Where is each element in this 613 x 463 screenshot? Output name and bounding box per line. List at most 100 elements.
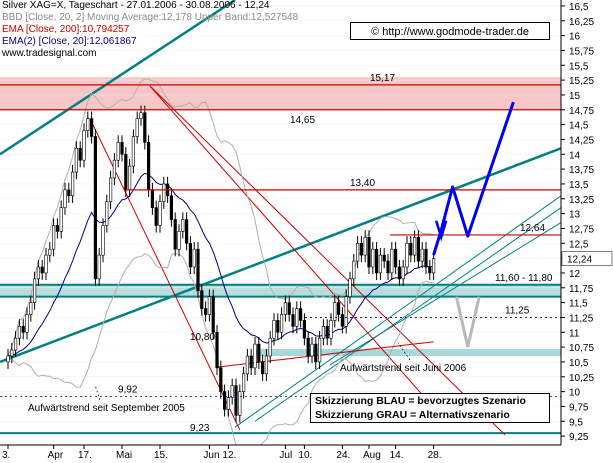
candle-body <box>325 326 329 339</box>
y-tick-label-23: 15 <box>569 91 581 102</box>
copyright-icon: © <box>371 26 380 38</box>
y-tick-label-2: 9,75 <box>569 402 589 413</box>
candle-body <box>188 242 193 268</box>
last-price-box <box>561 251 613 266</box>
candle-body <box>181 219 185 232</box>
candle-body <box>169 195 174 220</box>
downtrend-red-2 <box>149 85 431 404</box>
candle-body <box>10 349 14 357</box>
level-label-5: 11,25 <box>505 305 530 316</box>
candle-body <box>97 254 101 280</box>
y-tick-label-8: 11,25 <box>569 313 594 324</box>
candle-body <box>29 302 33 315</box>
candle-body <box>55 225 59 232</box>
candle-body <box>295 308 299 327</box>
levels-layer: 15,17 14,65 13,40 12,64 11,60 - 11,80 11,25 10… <box>0 73 561 434</box>
x-axis: 3. Apr 17. Mai 15. Jun 12. Jul 10. 24. Aug 14. 28. <box>2 445 442 461</box>
candle-body <box>128 165 132 191</box>
candle-body <box>6 355 10 363</box>
candle-body <box>147 142 151 191</box>
x-tick-label-12: 28. <box>428 450 442 461</box>
level-label-3: 12,64 <box>520 223 545 234</box>
candle-body <box>428 266 432 274</box>
candle-layer <box>6 105 436 423</box>
candle-body <box>51 225 56 250</box>
annotation-leader-1 <box>94 384 101 401</box>
candle-body <box>264 355 269 375</box>
level-label-8: 9,23 <box>190 423 210 434</box>
candle-body <box>215 331 219 369</box>
candle-body <box>416 237 421 262</box>
candle-body <box>112 159 116 179</box>
candle-body <box>204 308 208 315</box>
candle-body <box>272 320 276 339</box>
plot-background <box>0 0 561 445</box>
candle-body <box>154 207 158 226</box>
candle-body <box>242 373 246 392</box>
candle-body <box>382 254 386 262</box>
candle-body <box>412 237 417 256</box>
ema200-legend: EMA [Close, 200]:10,794257 <box>2 24 130 35</box>
candle-body <box>86 118 90 131</box>
scenario-grey-path <box>454 296 481 348</box>
candle-body <box>150 189 155 208</box>
x-tick-label-2: 17. <box>78 450 92 461</box>
y-tick-label-21: 14,5 <box>569 121 589 132</box>
x-tick-label-3: Mai <box>116 450 132 461</box>
scenario-legend-box: Skizzierung BLAU = bevorzugtes Szenario … <box>310 393 550 423</box>
candle-body <box>14 337 18 351</box>
candle-body <box>124 153 128 191</box>
candle-body <box>226 397 231 410</box>
support-zone-0 <box>255 348 561 356</box>
candle-body <box>276 320 280 333</box>
candle-body <box>32 278 37 303</box>
candle-body <box>363 237 367 256</box>
candle-body <box>63 189 67 208</box>
y-tick-label-5: 10,5 <box>569 358 589 369</box>
candle-body <box>185 219 189 244</box>
y-tick-label-0: 9,25 <box>569 432 589 443</box>
candle-body <box>317 337 322 363</box>
annotation-leader-2 <box>397 342 411 361</box>
candle-body <box>359 242 364 256</box>
ema20-line <box>7 172 434 357</box>
candle-body <box>401 266 405 280</box>
x-tick-label-0: 3. <box>2 450 10 461</box>
candle-body <box>120 142 124 155</box>
candle-body <box>424 248 428 268</box>
candle-body <box>386 260 390 274</box>
candle-body <box>44 254 48 274</box>
candle-body <box>314 343 318 363</box>
candle-body <box>310 343 314 357</box>
candle-body <box>348 278 352 297</box>
candle-body <box>431 258 436 274</box>
candle-body <box>390 248 394 274</box>
candle-body <box>200 290 204 309</box>
candle-body <box>230 385 234 398</box>
candle-body <box>162 183 166 203</box>
candle-body <box>405 242 409 268</box>
annotation-sept-trend: Aufwärtstrend seit September 2005 <box>28 403 185 414</box>
x-tick-label-8: 10. <box>298 450 312 461</box>
level-label-6: 10,80 <box>190 332 215 343</box>
url-box[interactable]: © http://www.godmode-trader.de <box>350 22 550 40</box>
candle-body <box>21 326 25 333</box>
scenario-layer <box>432 101 515 348</box>
candle-body <box>158 201 162 226</box>
y-tick-label-27: 16 <box>569 32 581 43</box>
candle-body <box>101 225 105 256</box>
provider-text[interactable]: www.tradesignal.com <box>2 48 97 59</box>
candle-body <box>291 314 295 327</box>
x-tick-label-4: 15. <box>154 450 168 461</box>
y-tick-label-20: 14,25 <box>569 135 594 146</box>
y-axis: 9,25 9,5 9,75 10 10,25 10,5 10,75 11 11,25 11,5 11… <box>561 2 613 443</box>
candle-body <box>298 308 303 321</box>
candle-body <box>82 130 86 161</box>
candle-body <box>223 391 227 410</box>
y-tick-label-29: 16,5 <box>569 2 589 13</box>
candle-body <box>36 266 40 280</box>
last-price-label: 12,24 <box>567 255 592 266</box>
candle-body <box>139 112 143 119</box>
candle-body <box>17 326 22 339</box>
